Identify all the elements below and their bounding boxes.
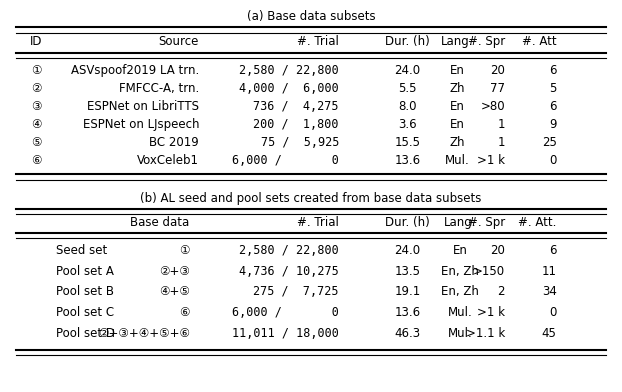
Text: 200 /  1,800: 200 / 1,800: [254, 118, 339, 131]
Text: >150: >150: [473, 265, 505, 278]
Text: En: En: [453, 244, 468, 258]
Text: 45: 45: [542, 327, 557, 341]
Text: ⑥: ⑥: [179, 305, 190, 319]
Text: 13.5: 13.5: [394, 265, 420, 278]
Text: Pool set A: Pool set A: [56, 265, 114, 278]
Text: Mul.: Mul.: [448, 305, 473, 319]
Text: 9: 9: [549, 118, 557, 131]
Text: >1.1 k: >1.1 k: [466, 327, 505, 341]
Text: FMFCC-A, trn.: FMFCC-A, trn.: [119, 82, 199, 95]
Text: ①: ①: [31, 64, 41, 77]
Text: ID: ID: [30, 34, 42, 48]
Text: 0: 0: [549, 305, 557, 319]
Text: 736 /  4,275: 736 / 4,275: [254, 100, 339, 113]
Text: (a) Base data subsets: (a) Base data subsets: [247, 10, 375, 23]
Text: ⑤: ⑤: [31, 136, 41, 149]
Text: ESPNet on LibriTTS: ESPNet on LibriTTS: [87, 100, 199, 113]
Text: 2: 2: [498, 285, 505, 298]
Text: 4,736 / 10,275: 4,736 / 10,275: [239, 265, 339, 278]
Text: #. Att: #. Att: [522, 34, 557, 48]
Text: 75 /  5,925: 75 / 5,925: [261, 136, 339, 149]
Text: En: En: [450, 100, 465, 113]
Text: 6: 6: [549, 100, 557, 113]
Text: Lang.: Lang.: [441, 34, 473, 48]
Text: Lang.: Lang.: [444, 216, 476, 229]
Text: 0: 0: [549, 154, 557, 167]
Text: Zh: Zh: [450, 136, 465, 149]
Text: ⑥: ⑥: [31, 154, 41, 167]
Text: >1 k: >1 k: [477, 154, 505, 167]
Text: ④+⑤: ④+⑤: [159, 285, 190, 298]
Text: 24.0: 24.0: [394, 64, 420, 77]
Text: (b) AL seed and pool sets created from base data subsets: (b) AL seed and pool sets created from b…: [141, 192, 481, 205]
Text: Source: Source: [159, 34, 199, 48]
Text: Dur. (h): Dur. (h): [385, 34, 430, 48]
Text: 1: 1: [498, 136, 505, 149]
Text: 20: 20: [490, 244, 505, 258]
Text: Dur. (h): Dur. (h): [385, 216, 430, 229]
Text: 5: 5: [549, 82, 557, 95]
Text: #. Trial: #. Trial: [297, 34, 339, 48]
Text: 46.3: 46.3: [394, 327, 420, 341]
Text: 6: 6: [549, 244, 557, 258]
Text: #. Trial: #. Trial: [297, 216, 339, 229]
Text: 5.5: 5.5: [398, 82, 417, 95]
Text: #. Att.: #. Att.: [518, 216, 557, 229]
Text: 11,011 / 18,000: 11,011 / 18,000: [232, 327, 339, 341]
Text: 13.6: 13.6: [394, 154, 420, 167]
Text: 3.6: 3.6: [398, 118, 417, 131]
Text: ①: ①: [179, 244, 190, 258]
Text: 2,580 / 22,800: 2,580 / 22,800: [239, 244, 339, 258]
Text: BC 2019: BC 2019: [149, 136, 199, 149]
Text: 77: 77: [490, 82, 505, 95]
Text: VoxCeleb1: VoxCeleb1: [137, 154, 199, 167]
Text: 19.1: 19.1: [394, 285, 420, 298]
Text: 11: 11: [542, 265, 557, 278]
Text: ④: ④: [31, 118, 41, 131]
Text: 6,000 /       0: 6,000 / 0: [232, 154, 339, 167]
Text: ESPNet on LJspeech: ESPNet on LJspeech: [83, 118, 199, 131]
Text: 6,000 /       0: 6,000 / 0: [232, 305, 339, 319]
Text: 34: 34: [542, 285, 557, 298]
Text: 1: 1: [498, 118, 505, 131]
Text: ②+③: ②+③: [159, 265, 190, 278]
Text: Mul.: Mul.: [445, 154, 470, 167]
Text: ③: ③: [31, 100, 41, 113]
Text: Mul.: Mul.: [448, 327, 473, 341]
Text: >1 k: >1 k: [477, 305, 505, 319]
Text: 25: 25: [542, 136, 557, 149]
Text: Seed set: Seed set: [56, 244, 107, 258]
Text: 13.6: 13.6: [394, 305, 420, 319]
Text: Pool set D: Pool set D: [56, 327, 115, 341]
Text: 2,580 / 22,800: 2,580 / 22,800: [239, 64, 339, 77]
Text: 275 /  7,725: 275 / 7,725: [254, 285, 339, 298]
Text: 15.5: 15.5: [394, 136, 420, 149]
Text: ②+③+④+⑤+⑥: ②+③+④+⑤+⑥: [98, 327, 190, 341]
Text: Zh: Zh: [450, 82, 465, 95]
Text: #. Spr: #. Spr: [468, 34, 505, 48]
Text: 6: 6: [549, 64, 557, 77]
Text: ②: ②: [31, 82, 41, 95]
Text: En: En: [450, 118, 465, 131]
Text: ASVspoof2019 LA trn.: ASVspoof2019 LA trn.: [71, 64, 199, 77]
Text: Base data: Base data: [131, 216, 190, 229]
Text: Pool set C: Pool set C: [56, 305, 114, 319]
Text: #. Spr: #. Spr: [468, 216, 505, 229]
Text: 20: 20: [490, 64, 505, 77]
Text: 24.0: 24.0: [394, 244, 420, 258]
Text: En: En: [450, 64, 465, 77]
Text: En, Zh: En, Zh: [442, 265, 479, 278]
Text: 8.0: 8.0: [398, 100, 417, 113]
Text: 4,000 /  6,000: 4,000 / 6,000: [239, 82, 339, 95]
Text: >80: >80: [480, 100, 505, 113]
Text: Pool set B: Pool set B: [56, 285, 114, 298]
Text: En, Zh: En, Zh: [442, 285, 479, 298]
